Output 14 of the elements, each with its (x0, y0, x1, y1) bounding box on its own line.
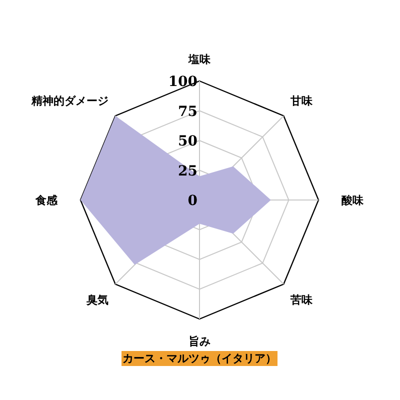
spoke-label: 旨み (188, 335, 210, 348)
text: カース・マルツゥ（イタリア） (122, 352, 276, 365)
y-tick-label: 0 (188, 193, 198, 209)
y-tick-label: 75 (178, 104, 198, 120)
spoke-label: 塩味 (188, 53, 212, 66)
y-tick-label: 25 (178, 163, 198, 180)
spoke-label: 苦味 (290, 294, 314, 307)
spoke-label: 酸味 (342, 194, 364, 207)
spoke-label: 食感 (34, 194, 58, 207)
y-tick-label: 50 (178, 134, 198, 150)
spoke-label: 甘味 (290, 94, 314, 108)
spoke-label: 精神的ダメージ (30, 94, 108, 108)
spoke-label: 臭気 (85, 294, 108, 307)
y-tick-label: 100 (168, 74, 198, 90)
